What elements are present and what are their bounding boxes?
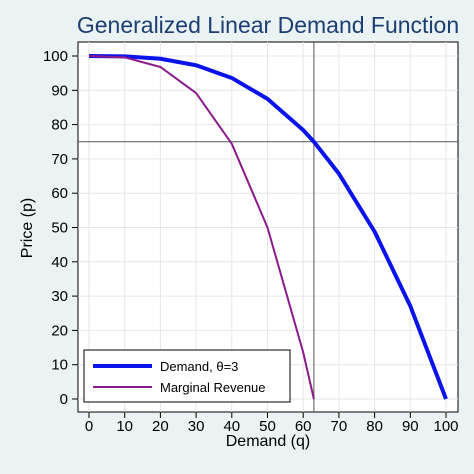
chart-title: Generalized Linear Demand Function: [77, 12, 459, 38]
reference-lines: [78, 42, 458, 412]
y-tick-label: 0: [60, 391, 68, 408]
y-tick-label: 100: [43, 48, 68, 65]
series-lines: [88, 54, 448, 400]
x-tick-label: 70: [331, 418, 348, 435]
y-tick-label: 80: [51, 117, 68, 134]
x-axis-title: Demand (q): [226, 433, 310, 450]
y-tick-label: 10: [51, 357, 68, 374]
x-tick-label: 30: [188, 418, 205, 435]
x-tick-label: 10: [116, 418, 133, 435]
legend-label-demand: Demand, θ=3: [160, 359, 238, 374]
x-tick-label: 60: [295, 418, 312, 435]
x-tick-label: 20: [152, 418, 169, 435]
x-tick-label: 50: [259, 418, 276, 435]
legend-box: [83, 349, 291, 403]
y-tick-label: 70: [51, 151, 68, 168]
y-tick-label: 30: [51, 288, 68, 305]
y-axis-title: Price (p): [19, 198, 36, 258]
x-tick-label: 40: [223, 418, 240, 435]
axes: 0 10 20 30 40 50 60 70 80 90 100 0 10 20 30 40 50 60 70 80 9…: [43, 48, 459, 435]
x-tick-label: 90: [402, 418, 419, 435]
x-tick-label: 0: [85, 418, 93, 435]
legend-label-marginal-revenue: Marginal Revenue: [160, 380, 266, 395]
series-line-demand: [88, 54, 448, 400]
x-tick-label: 80: [366, 418, 383, 435]
series-line-marginal-revenue: [88, 55, 315, 400]
y-tick-label: 60: [51, 185, 68, 202]
legend: Demand, θ=3 Marginal Revenue: [83, 349, 291, 403]
x-tick-label: 100: [433, 418, 458, 435]
y-tick-label: 50: [51, 220, 68, 237]
y-tick-label: 20: [51, 322, 68, 339]
y-tick-label: 40: [51, 254, 68, 271]
y-tick-label: 90: [51, 82, 68, 99]
